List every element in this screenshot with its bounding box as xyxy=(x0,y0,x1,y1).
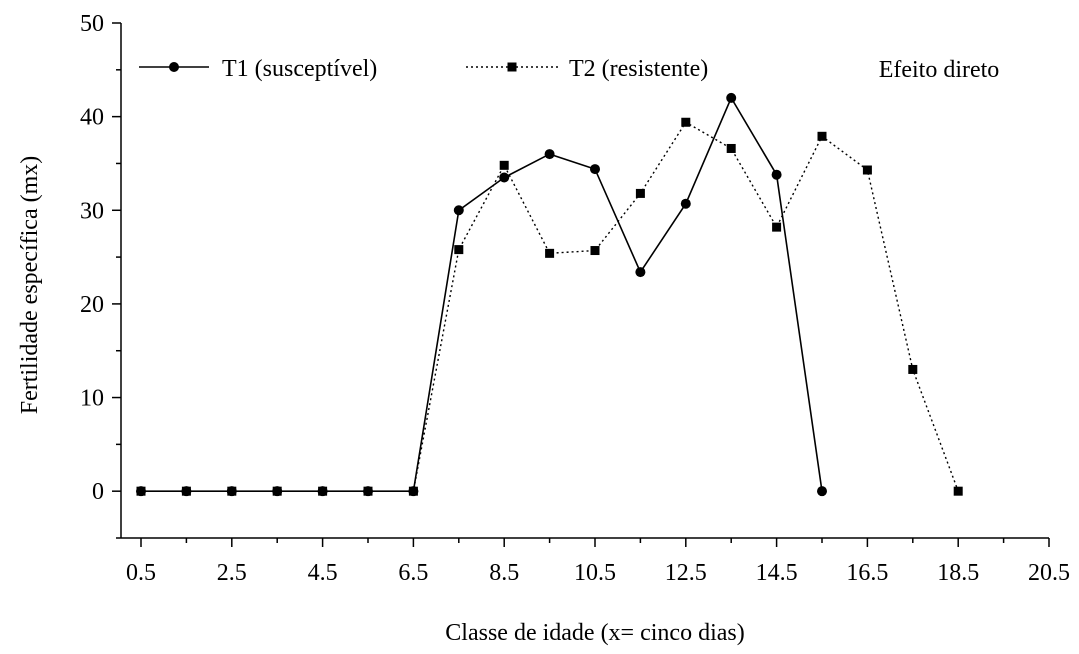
legend-marker-2 xyxy=(507,62,517,72)
y-tick-label-10: 10 xyxy=(80,386,104,412)
series-2 xyxy=(136,117,963,496)
x-tick-label-8.5: 8.5 xyxy=(489,560,519,586)
x-tick-label-20.5: 20.5 xyxy=(1028,560,1070,586)
series-2-point xyxy=(454,245,464,255)
x-tick-label-0.5: 0.5 xyxy=(126,560,156,586)
x-tick-label-2.5: 2.5 xyxy=(217,560,247,586)
series-2-point xyxy=(272,486,282,496)
series-1-point xyxy=(726,92,737,103)
legend-entry-2: T2 (resistente) xyxy=(466,56,708,82)
series-2-point xyxy=(227,486,237,496)
legend-marker-1 xyxy=(169,62,179,72)
series-1-point xyxy=(817,486,827,497)
series-1-point xyxy=(635,267,646,278)
series-1 xyxy=(136,92,827,497)
series-1-point xyxy=(499,172,510,183)
series-2-point xyxy=(681,117,691,127)
x-tick-label-4.5: 4.5 xyxy=(308,560,338,586)
x-tick-label-6.5: 6.5 xyxy=(398,560,428,586)
series-2-point xyxy=(635,188,645,198)
series-2-point xyxy=(817,131,827,141)
series-2-point xyxy=(181,486,191,496)
series-2-line xyxy=(141,121,959,492)
series-2-point xyxy=(726,143,736,153)
series-layer xyxy=(136,92,963,497)
y-tick-label-50: 50 xyxy=(80,11,104,37)
series-1-point xyxy=(544,149,555,160)
series-2-point xyxy=(136,486,146,496)
y-tick-label-20: 20 xyxy=(80,292,104,318)
y-tick-label-30: 30 xyxy=(80,198,104,224)
series-2-point xyxy=(499,160,509,170)
series-2-point xyxy=(953,486,963,496)
series-2-point xyxy=(590,246,600,256)
series-1-point xyxy=(680,198,691,209)
series-1-line xyxy=(141,96,823,493)
series-2-point xyxy=(318,486,328,496)
series-1-point xyxy=(771,169,782,180)
x-axis-title: Classe de idade (x= cinco dias) xyxy=(445,620,744,646)
x-tick-label-10.5: 10.5 xyxy=(574,560,616,586)
x-tick-label-12.5: 12.5 xyxy=(665,560,707,586)
series-1-point xyxy=(453,205,464,216)
annotation-label: Efeito direto xyxy=(879,57,1000,83)
axes: 0 10 20 30 40 50 0.5 2.5 4.5 6.5 8.5 10.5 12.5 14.5 16… xyxy=(80,11,1070,586)
legend: T1 (susceptível) T2 (resistente) xyxy=(139,56,708,82)
series-2-point xyxy=(545,248,555,258)
legend-entry-1: T1 (susceptível) xyxy=(139,56,377,82)
y-tick-label-0: 0 xyxy=(92,479,104,505)
legend-label-1: T1 (susceptível) xyxy=(222,56,377,82)
legend-label-2: T2 (resistente) xyxy=(569,56,708,82)
x-tick-label-18.5: 18.5 xyxy=(937,560,979,586)
y-axis-title: Fertilidade específica (mx) xyxy=(17,156,43,415)
x-tick-label-14.5: 14.5 xyxy=(756,560,798,586)
x-tick-label-16.5: 16.5 xyxy=(846,560,888,586)
series-2-point xyxy=(772,222,782,232)
series-2-point xyxy=(408,486,418,496)
series-2-point xyxy=(908,364,918,374)
series-2-point xyxy=(862,165,872,175)
series-1-point xyxy=(590,164,600,175)
series-2-point xyxy=(363,486,373,496)
y-tick-label-40: 40 xyxy=(80,105,104,131)
